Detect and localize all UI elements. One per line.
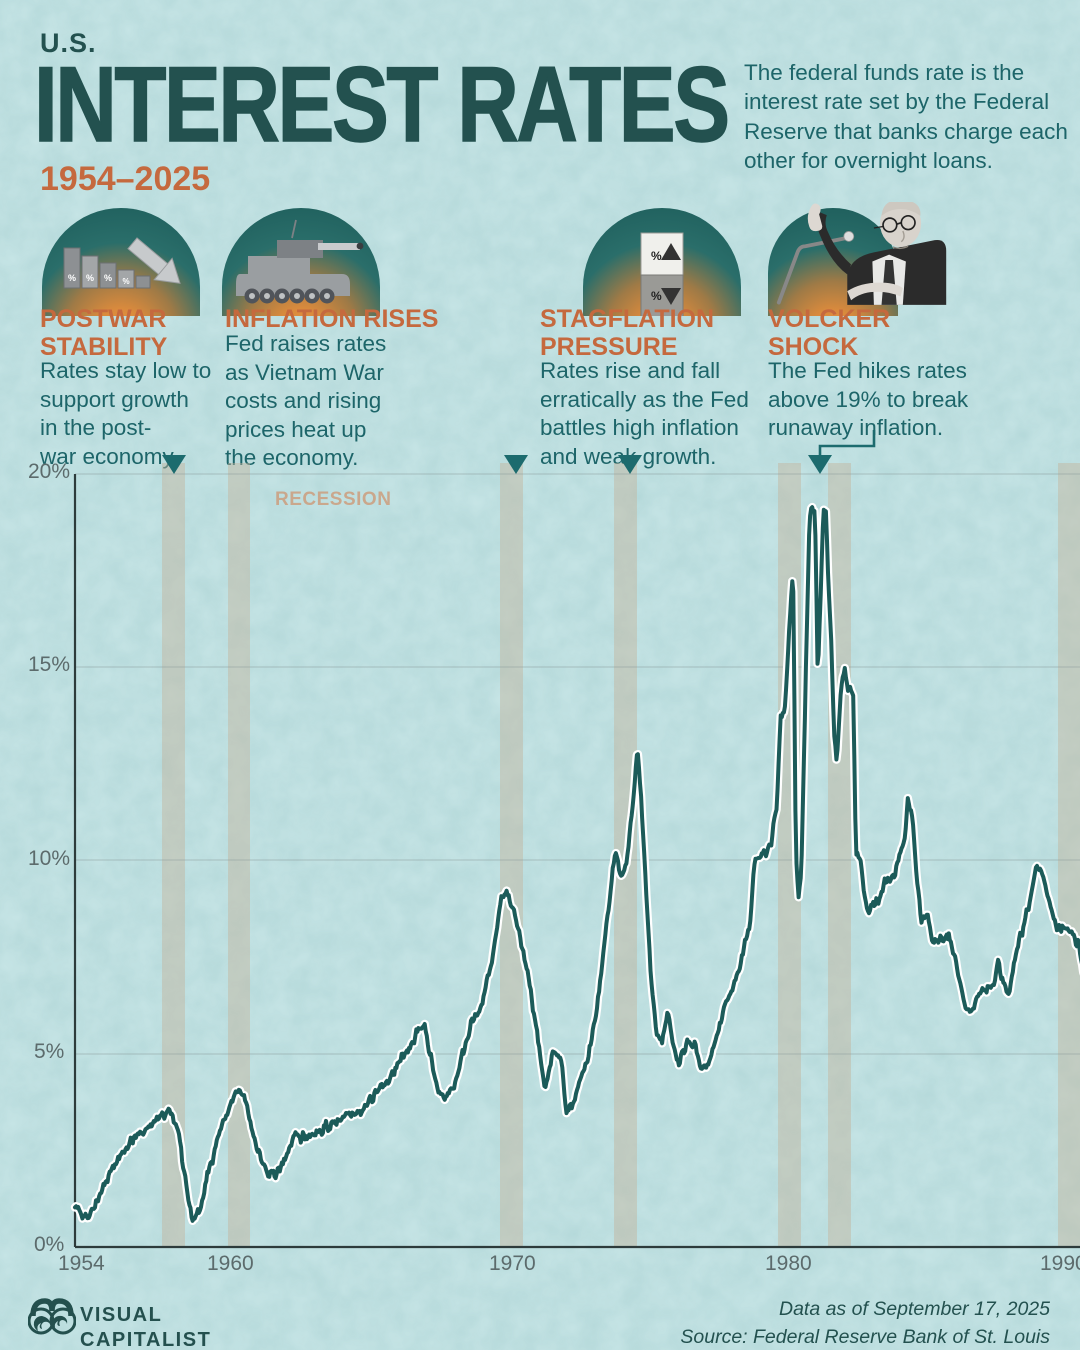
svg-text:%: % [122, 277, 129, 286]
svg-text:%: % [651, 249, 662, 263]
svg-text:%: % [104, 273, 112, 283]
svg-text:%: % [651, 289, 662, 303]
svg-text:%: % [86, 273, 94, 283]
svg-text:%: % [68, 273, 76, 283]
